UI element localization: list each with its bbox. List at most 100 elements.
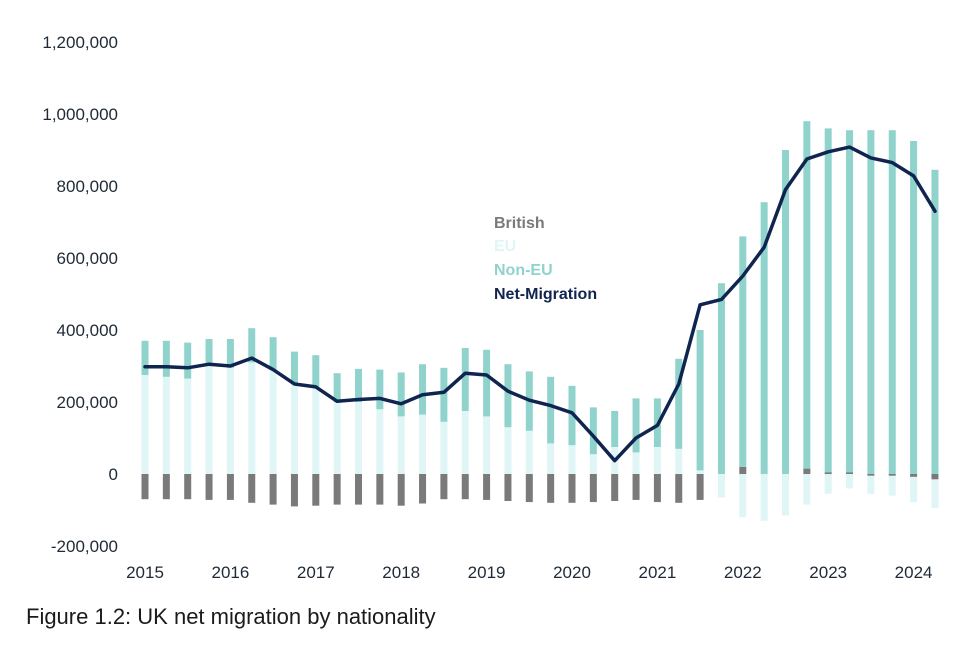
bar-eu [483, 416, 491, 474]
legend-non-eu: Non-EU [494, 262, 553, 279]
bar-eu [184, 378, 192, 474]
bar-non-eu [888, 130, 896, 474]
net-migration-line-group [143, 145, 937, 463]
bar-eu [653, 447, 661, 474]
bar-eu [461, 411, 469, 474]
bar-british [162, 474, 170, 500]
bar-series [141, 121, 939, 521]
bar-eu [846, 474, 854, 489]
bar-non-eu [461, 348, 469, 411]
x-tick-label: 2020 [553, 563, 591, 582]
bar-non-eu [760, 202, 768, 474]
bar-british [333, 474, 341, 505]
bar-eu [226, 367, 234, 474]
migration-chart: 1,200,000 1,000,000 800,000 600,000 400,000 2… [42, 33, 939, 582]
bar-british [355, 474, 362, 505]
y-tick-label: 0 [109, 465, 118, 484]
bar-non-eu [312, 355, 320, 388]
bar-eu [547, 443, 555, 474]
bar-non-eu [141, 340, 149, 375]
x-tick-label: 2022 [724, 563, 762, 582]
x-tick-label: 2021 [638, 563, 676, 582]
bar-british [696, 474, 704, 500]
bar-eu [397, 416, 405, 474]
x-tick-label: 2016 [211, 563, 249, 582]
bar-non-eu [205, 339, 213, 366]
figure-caption: Figure 1.2: UK net migration by national… [26, 604, 436, 629]
bar-british [867, 474, 875, 476]
y-tick-label: 200,000 [57, 393, 118, 412]
bar-non-eu [611, 411, 619, 447]
bar-british [312, 474, 320, 506]
bar-non-eu [931, 169, 939, 475]
bar-eu [931, 479, 939, 509]
bar-eu [525, 430, 533, 474]
bar-non-eu [782, 150, 789, 474]
bar-eu [290, 384, 298, 474]
bar-non-eu [355, 368, 362, 402]
bar-eu [803, 474, 811, 505]
legend-british: British [494, 215, 545, 232]
bar-non-eu [632, 398, 640, 453]
bar-british [739, 466, 747, 474]
bar-non-eu [184, 342, 192, 379]
bar-non-eu [846, 130, 854, 473]
bar-british [290, 474, 298, 507]
bar-eu [376, 409, 384, 474]
x-axis: 2015 2016 2017 2018 2019 2020 2021 2022 2023 2024 [126, 563, 932, 582]
bar-british [226, 474, 234, 500]
bar-non-eu [162, 340, 170, 377]
y-tick-label: 600,000 [57, 249, 118, 268]
bar-eu [248, 362, 256, 474]
y-tick-label: 800,000 [57, 177, 118, 196]
bar-eu [782, 474, 789, 516]
bar-non-eu [483, 349, 491, 417]
x-tick-label: 2024 [895, 563, 933, 582]
x-tick-label: 2019 [468, 563, 506, 582]
bar-non-eu [824, 128, 832, 473]
bar-eu [675, 448, 683, 474]
bar-non-eu [397, 372, 405, 417]
bar-eu [355, 402, 362, 474]
bar-non-eu [589, 407, 597, 455]
bar-non-eu [696, 330, 704, 471]
bar-eu [504, 427, 512, 474]
bar-eu [696, 470, 704, 474]
bar-british [846, 472, 854, 474]
bar-british [461, 474, 469, 500]
bar-british [184, 474, 192, 500]
y-axis: 1,200,000 1,000,000 800,000 600,000 400,000 2… [42, 33, 118, 556]
bar-british [568, 474, 576, 503]
bar-british [888, 474, 896, 476]
y-tick-label: 400,000 [57, 321, 118, 340]
bar-british [269, 474, 277, 505]
bar-eu [867, 475, 875, 494]
bar-eu [141, 375, 149, 474]
bar-eu [739, 474, 747, 518]
bar-eu [824, 474, 832, 494]
bar-british [931, 474, 939, 480]
bar-eu [888, 475, 896, 496]
bar-british [525, 474, 533, 503]
bar-british [504, 474, 512, 501]
bar-non-eu [419, 364, 427, 415]
bar-non-eu [547, 376, 555, 444]
bar-non-eu [333, 373, 341, 402]
bar-eu [205, 366, 213, 474]
bar-british [653, 474, 661, 503]
bar-eu [269, 369, 277, 474]
bar-british [611, 474, 619, 501]
bar-non-eu [290, 351, 298, 384]
bar-british [419, 474, 427, 504]
bar-eu [312, 387, 320, 474]
bar-british [632, 474, 640, 500]
bar-non-eu [910, 141, 918, 474]
bar-british [675, 474, 683, 503]
bar-british [824, 472, 832, 474]
x-tick-label: 2015 [126, 563, 164, 582]
bar-british [589, 474, 597, 503]
bar-non-eu [226, 339, 234, 368]
legend-eu: EU [494, 238, 516, 255]
bar-non-eu [803, 121, 811, 469]
bar-non-eu [248, 328, 256, 363]
